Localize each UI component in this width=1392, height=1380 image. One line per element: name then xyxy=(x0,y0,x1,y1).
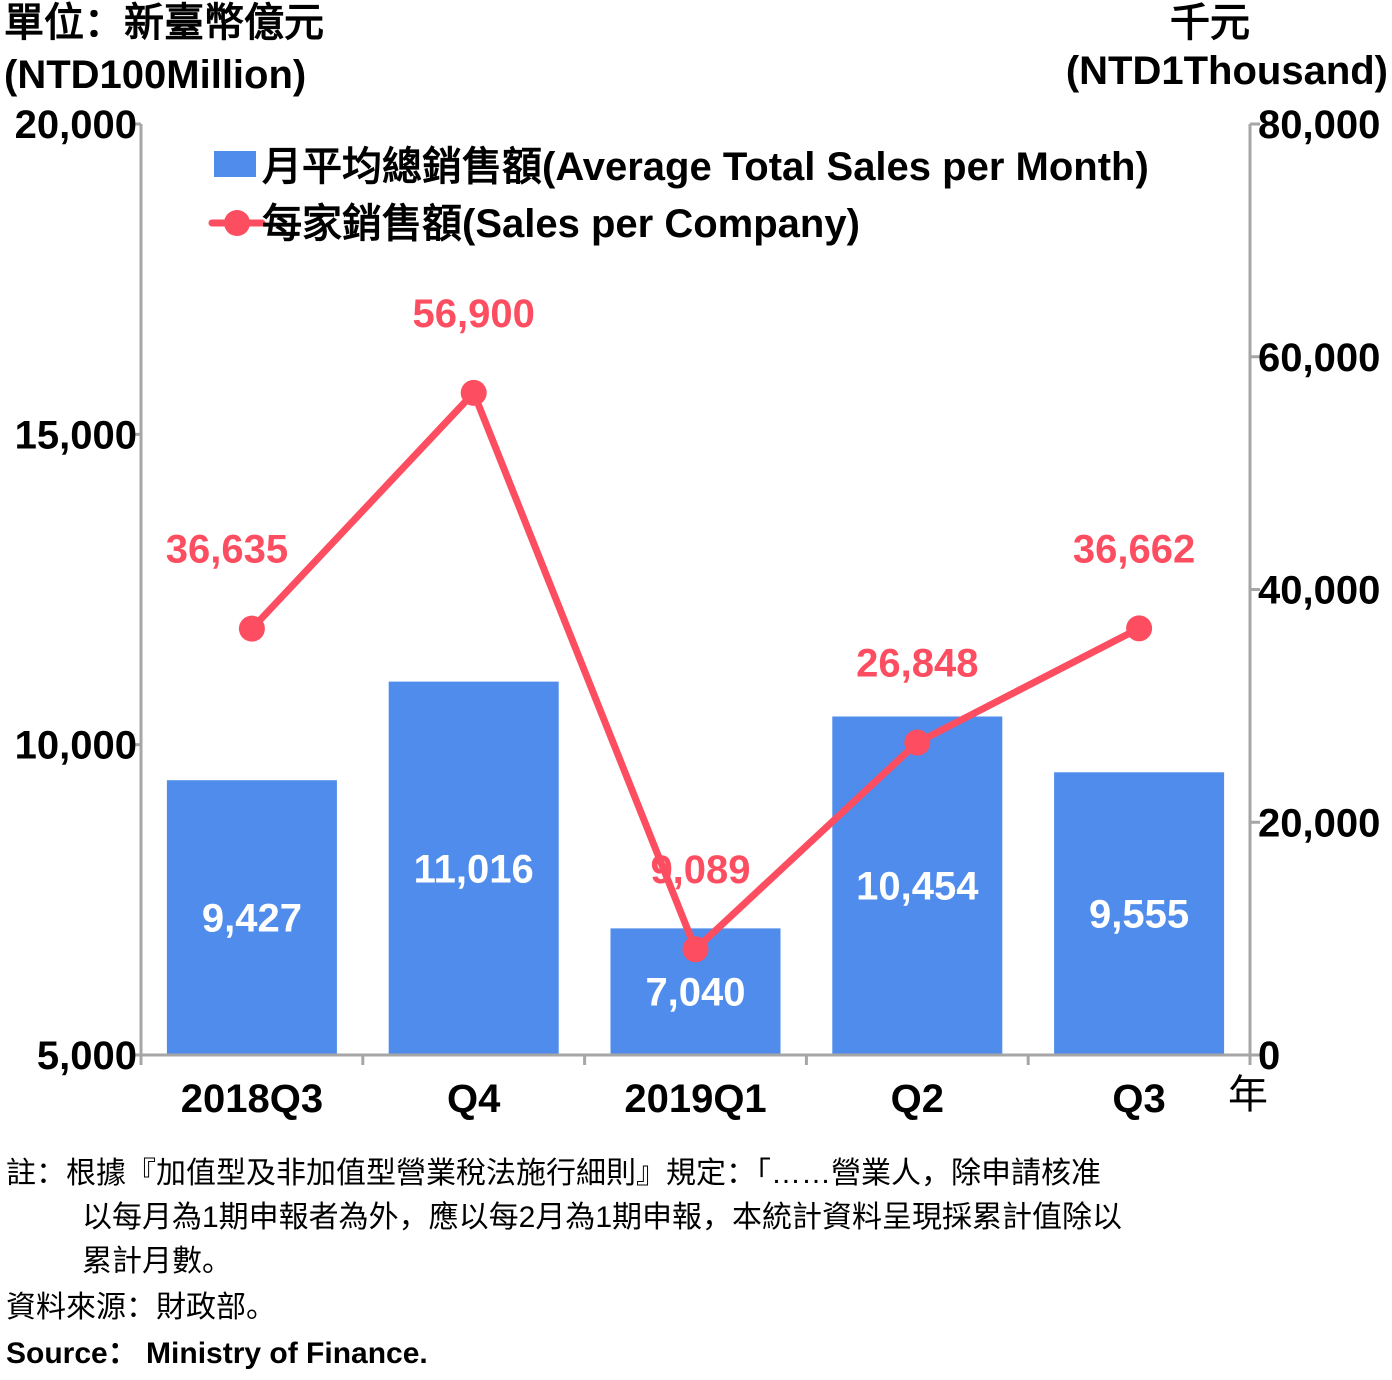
line-marker-4 xyxy=(1126,615,1153,642)
right-tick-label-3: 60,000 xyxy=(1258,336,1380,380)
source-en: Source： Ministry of Finance. xyxy=(6,1337,428,1370)
bar-0 xyxy=(166,780,337,1055)
left-axis-unit-zh: 單位：新臺幣億元 xyxy=(4,1,324,45)
right-axis-unit-en: (NTD1Thousand) xyxy=(1066,49,1388,93)
right-tick-label-1: 20,000 xyxy=(1258,801,1380,845)
left-tick-label-2: 15,000 xyxy=(15,413,137,457)
bar-value-label-4: 9,555 xyxy=(1089,893,1189,937)
source-zh: 資料來源：財政部。 xyxy=(6,1291,276,1324)
line-marker-2 xyxy=(682,936,709,963)
legend-bar-swatch xyxy=(214,151,256,177)
right-tick-label-2: 40,000 xyxy=(1258,569,1380,613)
note-line-3: 累計月數。 xyxy=(82,1245,232,1278)
left-tick-label-3: 20,000 xyxy=(15,103,137,147)
bar-value-label-1: 11,016 xyxy=(414,847,534,891)
legend-line-label: 每家銷售額(Sales per Company) xyxy=(262,202,860,246)
bar-value-label-0: 9,427 xyxy=(202,897,302,941)
line-value-label-2: 9,089 xyxy=(650,848,750,892)
right-tick-label-4: 80,000 xyxy=(1258,103,1380,147)
right-tick-label-0: 0 xyxy=(1258,1034,1280,1078)
bar-3 xyxy=(832,716,1003,1055)
line-value-label-4: 36,662 xyxy=(1073,527,1195,571)
line-marker-0 xyxy=(238,615,265,642)
bar-4 xyxy=(1054,772,1225,1055)
bar-value-label-3: 10,454 xyxy=(856,865,979,909)
left-axis-unit-en: (NTD100Million) xyxy=(4,53,306,97)
left-tick-label-0: 5,000 xyxy=(37,1034,137,1078)
legend-bar-label: 月平均總銷售額(Average Total Sales per Month) xyxy=(262,145,1149,189)
line-value-label-3: 26,848 xyxy=(856,642,978,686)
line-marker-3 xyxy=(904,729,931,756)
note-line-1: 註：根據『加值型及非加值型營業稅法施行細則』規定：「……營業人，除申請核准 xyxy=(6,1157,1101,1190)
line-value-label-1: 56,900 xyxy=(413,292,535,336)
x-tick-label-0: 2018Q3 xyxy=(181,1077,323,1121)
right-axis-unit-zh: 千元 xyxy=(1170,1,1250,45)
left-tick-label-1: 10,000 xyxy=(15,724,137,768)
bar-value-label-2: 7,040 xyxy=(645,971,745,1015)
x-tick-label-3: Q2 xyxy=(891,1077,944,1121)
legend-line-marker xyxy=(224,210,250,236)
note-line-2: 以每月為1期申報者為外，應以每2月為1期申報，本統計資料呈現採累計值除以 xyxy=(82,1201,1123,1234)
bar-1 xyxy=(388,681,559,1055)
line-marker-1 xyxy=(460,379,487,406)
x-unit-label: 年 xyxy=(1228,1073,1268,1117)
x-tick-label-2: 2019Q1 xyxy=(624,1077,766,1121)
combo-chart: 5,000 10,000 15,000 20,000 0 20,000 40,000 60,0… xyxy=(4,1,1388,1121)
line-value-label-0: 36,635 xyxy=(166,528,288,572)
x-tick-label-4: Q3 xyxy=(1112,1077,1165,1121)
x-tick-label-1: Q4 xyxy=(447,1077,501,1121)
